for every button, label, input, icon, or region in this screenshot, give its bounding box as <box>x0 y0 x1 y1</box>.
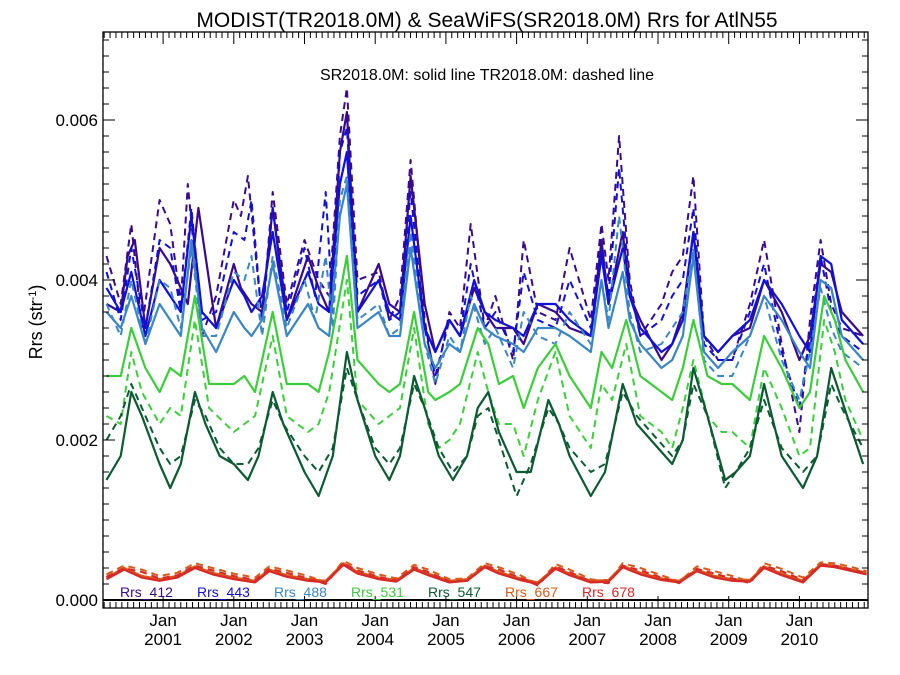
legend-entry-rrs-678: Rrs_678 <box>582 584 635 600</box>
series-line-rrs-531-dashed <box>106 279 865 457</box>
x-tick-label-year: 2003 <box>286 630 324 649</box>
y-axis-label: Rrs (str-1) <box>26 285 46 360</box>
x-tick-label-year: 2005 <box>427 630 465 649</box>
chart-title: MODIST(TR2018.0M) & SeaWiFS(SR2018.0M) R… <box>196 9 777 32</box>
chart-annotation: SR2018.0M: solid line TR2018.0M: dashed … <box>320 67 654 84</box>
series-line-rrs-547-dashed <box>105 367 864 497</box>
series-line-rrs-412-dashed <box>105 87 864 433</box>
series-layer <box>105 87 867 587</box>
x-tick-label-month: Jan <box>432 611 459 630</box>
x-tick-label-year: 2010 <box>781 630 819 649</box>
x-tick-label-month: Jan <box>644 611 671 630</box>
x-tick-label-year: 2008 <box>639 630 677 649</box>
y-tick-label: 0.004 <box>55 271 98 290</box>
x-tick-label-month: Jan <box>503 611 530 630</box>
legend-entry-rrs-667: Rrs_667 <box>505 584 558 600</box>
legend-entry-rrs-412: Rrs_412 <box>120 584 173 600</box>
x-tick-label-year: 2006 <box>498 630 536 649</box>
x-tick-label-year: 2002 <box>215 630 253 649</box>
series-line-rrs-443-solid <box>105 150 864 354</box>
x-tick-label-year: 2009 <box>710 630 748 649</box>
x-tick-label-month: Jan <box>786 611 813 630</box>
y-axis-label-superscript: -1 <box>27 291 39 301</box>
plot-frame <box>102 31 869 609</box>
x-tick-label-year: 2004 <box>356 630 394 649</box>
legend-entry-rrs-547: Rrs_547 <box>428 584 481 600</box>
series-line-rrs-488-solid <box>105 182 864 370</box>
x-tick-label-month: Jan <box>715 611 742 630</box>
y-tick-label: 0.002 <box>55 431 98 450</box>
legend-entry-rrs-443: Rrs_443 <box>197 584 250 600</box>
x-tick-label-month: Jan <box>291 611 318 630</box>
legend-entry-rrs-488: Rrs_488 <box>274 584 327 600</box>
y-tick-label: 0.000 <box>55 591 98 610</box>
y-axis-label-main: Rrs (str <box>26 300 46 359</box>
series-line-rrs-678-solid <box>105 563 867 586</box>
x-tick-label-month: Jan <box>574 611 601 630</box>
legend: Rrs_412 Rrs_443 Rrs_488 Rrs_531 Rrs_547 Rrs_6… <box>120 584 635 600</box>
x-tick-label-year: 2007 <box>568 630 606 649</box>
series-lines <box>105 87 867 587</box>
y-axis-label-end: ) <box>26 285 46 291</box>
legend-entry-rrs-531: Rrs_531 <box>351 584 404 600</box>
y-tick-label: 0.006 <box>55 111 98 130</box>
series-line-rrs-667-solid <box>105 562 867 584</box>
series-line-rrs-488-dashed <box>105 175 864 401</box>
series-line-rrs-443-dashed <box>105 127 864 409</box>
series-line-rrs-547-solid <box>105 350 865 498</box>
series-line-rrs-667-dashed <box>106 559 867 585</box>
series-line-rrs-531-solid <box>106 254 865 410</box>
axes-layer: 0.0000.0020.0040.006Jan2001Jan2002Jan200… <box>55 31 869 649</box>
x-tick-label-month: Jan <box>361 611 388 630</box>
x-tick-label-month: Jan <box>149 611 176 630</box>
x-tick-label-year: 2001 <box>144 630 182 649</box>
x-tick-label-month: Jan <box>220 611 247 630</box>
